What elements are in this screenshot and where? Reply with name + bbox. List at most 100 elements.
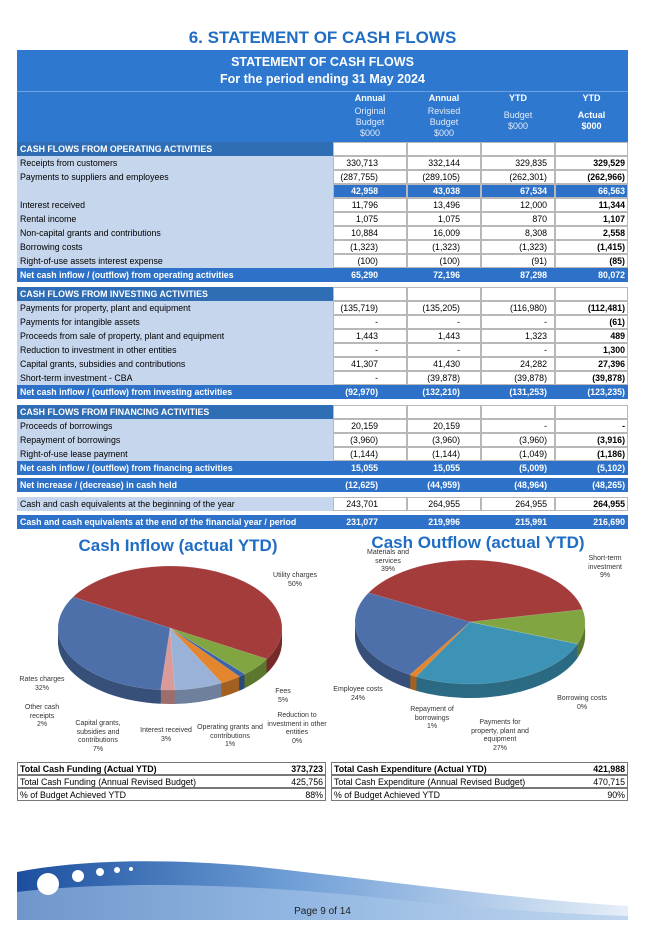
- value-cell: [555, 254, 628, 268]
- value: 12,000: [520, 199, 547, 210]
- summary-value: 88%: [305, 789, 323, 800]
- value: 264,955: [515, 498, 547, 509]
- value-cell: [481, 301, 555, 315]
- label-cell: [17, 240, 333, 254]
- value: 15,055: [433, 462, 460, 473]
- value: 20,159: [433, 420, 460, 431]
- total-row: [17, 461, 628, 475]
- value: 216,690: [593, 516, 625, 527]
- row-label: Capital grants, subsidies and contributi…: [20, 358, 186, 369]
- value-cell: [407, 343, 481, 357]
- value: (116,980): [509, 302, 547, 313]
- value: 41,430: [433, 358, 460, 369]
- label-cell: [17, 371, 333, 385]
- value-cell: [555, 198, 628, 212]
- label-cell: [17, 184, 333, 198]
- value: 10,884: [351, 227, 378, 238]
- row-label: Payments for property, plant and equipme…: [20, 302, 191, 313]
- value: 20,159: [351, 420, 378, 431]
- slice-label: Reduction to investment in other entitie…: [267, 712, 327, 746]
- value-cell: [481, 287, 555, 301]
- column-group-header: YTD: [509, 93, 527, 103]
- value: (39,878): [427, 372, 460, 383]
- value-cell: [555, 329, 628, 343]
- value: 231,077: [346, 516, 378, 527]
- value: (44,959): [427, 479, 460, 490]
- total-label: Cash and cash equivalents at the end of …: [20, 516, 297, 527]
- value: 15,055: [351, 462, 378, 473]
- value: 329,529: [593, 157, 625, 168]
- value-cell: [555, 419, 628, 433]
- column-group-header: Annual: [354, 93, 386, 103]
- value-cell: [481, 315, 555, 329]
- value: 219,996: [428, 516, 460, 527]
- slice-label: Borrowing costs 0%: [552, 695, 612, 712]
- value: (131,253): [509, 386, 547, 397]
- value-cell: [407, 357, 481, 371]
- value-cell: [481, 170, 555, 184]
- value: 332,144: [428, 157, 460, 168]
- total-label: Net increase / (decrease) in cash held: [20, 479, 177, 490]
- value-cell: [481, 184, 555, 198]
- value: (287,755): [340, 171, 378, 182]
- value-cell: [333, 497, 407, 511]
- slice-name: Utility charges: [273, 572, 317, 579]
- row-label: Cash and cash equivalents at the beginni…: [20, 498, 235, 509]
- value-cell: [481, 433, 555, 447]
- value-cell: [407, 447, 481, 461]
- value: 1,300: [602, 344, 625, 355]
- summary-label: % of Budget Achieved YTD: [334, 789, 440, 800]
- value: -: [375, 372, 378, 383]
- row-label: Proceeds of borrowings: [20, 420, 113, 431]
- label-cell: [17, 357, 333, 371]
- section-heading: CASH FLOWS FROM OPERATING ACTIVITIES: [20, 143, 213, 154]
- value-cell: [481, 198, 555, 212]
- row-label: Payments for intangible assets: [20, 316, 140, 327]
- value-cell: [481, 156, 555, 170]
- footer-dot: [96, 868, 104, 876]
- pie-slice: [169, 627, 223, 691]
- total-row: [17, 478, 628, 492]
- summary-row: [331, 762, 628, 775]
- slice-label: Interest received 3%: [131, 727, 201, 744]
- slice-percent: 1%: [224, 741, 236, 748]
- value: 1,443: [355, 330, 378, 341]
- column-header: Revised Budget $000: [427, 106, 461, 138]
- value: 330,713: [346, 157, 378, 168]
- slice-label: Rates charges 32%: [17, 676, 67, 693]
- total-row: [17, 515, 628, 529]
- slice-name: Reduction to investment in other entitie…: [267, 712, 327, 736]
- value-cell: [333, 315, 407, 329]
- value-cell: [333, 184, 407, 198]
- pie-slice: [354, 592, 471, 676]
- slice-percent: 0%: [576, 703, 588, 711]
- summary-label: % of Budget Achieved YTD: [20, 789, 126, 800]
- slice-name: Capital grants, subsidies and contributi…: [75, 720, 121, 744]
- value: -: [622, 420, 625, 431]
- slice-label: Repayment of borrowings 1%: [404, 706, 460, 732]
- slice-name: Borrowing costs: [557, 695, 607, 702]
- pie-slice: [415, 621, 578, 685]
- value: (1,144): [432, 448, 460, 459]
- value: -: [544, 316, 547, 327]
- table-subtitle: For the period ending 31 May 2024: [220, 72, 425, 86]
- slice-name: Rates charges: [19, 676, 65, 683]
- value-cell: [481, 254, 555, 268]
- slice-label: Utility charges 50%: [265, 572, 325, 589]
- slice-percent: 5%: [277, 696, 289, 704]
- value-cell: [333, 301, 407, 315]
- value: (39,878): [514, 372, 547, 383]
- slice-percent: 2%: [36, 721, 48, 728]
- summary-value: 373,723: [291, 763, 323, 774]
- value: (132,210): [422, 386, 460, 397]
- value: (135,719): [340, 302, 378, 313]
- value-cell: [555, 315, 628, 329]
- value-cell: [555, 447, 628, 461]
- value: 11,344: [598, 199, 625, 210]
- label-cell: [17, 254, 333, 268]
- label-cell: [17, 315, 333, 329]
- pie-slice: [160, 627, 175, 691]
- value: 870: [532, 213, 547, 224]
- value: 72,196: [433, 269, 460, 280]
- value-cell: [555, 170, 628, 184]
